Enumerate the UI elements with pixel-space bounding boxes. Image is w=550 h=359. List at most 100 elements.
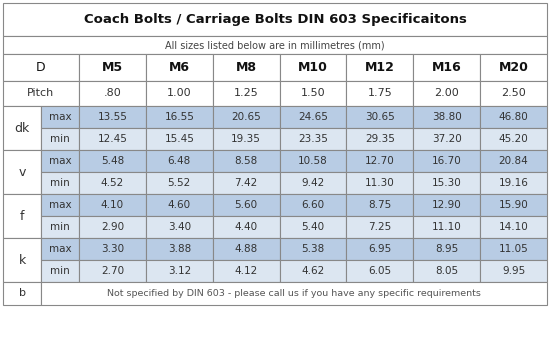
Bar bbox=[146, 81, 213, 106]
Bar bbox=[146, 106, 213, 128]
Text: 4.52: 4.52 bbox=[101, 178, 124, 188]
Bar bbox=[79, 260, 146, 282]
Text: 11.30: 11.30 bbox=[365, 178, 395, 188]
Text: 12.45: 12.45 bbox=[97, 134, 128, 144]
Bar bbox=[279, 150, 346, 172]
Bar bbox=[79, 128, 146, 150]
Text: min: min bbox=[50, 178, 70, 188]
Bar bbox=[279, 106, 346, 128]
Text: 6.60: 6.60 bbox=[301, 200, 324, 210]
Bar bbox=[41, 260, 79, 282]
Bar bbox=[41, 150, 79, 172]
Text: 15.45: 15.45 bbox=[164, 134, 194, 144]
Bar bbox=[346, 54, 413, 81]
Bar bbox=[213, 260, 279, 282]
Bar bbox=[346, 260, 413, 282]
Bar bbox=[146, 54, 213, 81]
Text: 6.05: 6.05 bbox=[368, 266, 392, 276]
Bar bbox=[413, 216, 480, 238]
Bar bbox=[413, 194, 480, 216]
Text: 11.05: 11.05 bbox=[499, 244, 529, 254]
Bar bbox=[3, 194, 41, 238]
Bar bbox=[213, 81, 279, 106]
Text: 8.95: 8.95 bbox=[435, 244, 458, 254]
Bar bbox=[413, 128, 480, 150]
Text: 19.16: 19.16 bbox=[499, 178, 529, 188]
Bar bbox=[79, 81, 146, 106]
Bar bbox=[3, 3, 547, 36]
Text: 8.58: 8.58 bbox=[234, 156, 258, 166]
Bar bbox=[413, 238, 480, 260]
Bar bbox=[213, 106, 279, 128]
Text: 23.35: 23.35 bbox=[298, 134, 328, 144]
Text: v: v bbox=[18, 165, 26, 178]
Text: 7.42: 7.42 bbox=[234, 178, 258, 188]
Bar bbox=[41, 216, 79, 238]
Bar bbox=[213, 54, 279, 81]
Text: k: k bbox=[18, 253, 26, 266]
Text: max: max bbox=[49, 156, 72, 166]
Text: 29.35: 29.35 bbox=[365, 134, 395, 144]
Bar bbox=[279, 128, 346, 150]
Text: 19.35: 19.35 bbox=[231, 134, 261, 144]
Text: 4.62: 4.62 bbox=[301, 266, 324, 276]
Bar bbox=[79, 216, 146, 238]
Bar bbox=[480, 194, 547, 216]
Text: max: max bbox=[49, 244, 72, 254]
Bar bbox=[79, 106, 146, 128]
Bar bbox=[413, 81, 480, 106]
Text: 3.30: 3.30 bbox=[101, 244, 124, 254]
Bar bbox=[279, 194, 346, 216]
Bar bbox=[480, 128, 547, 150]
Text: M12: M12 bbox=[365, 61, 395, 74]
Text: 46.80: 46.80 bbox=[499, 112, 529, 122]
Bar bbox=[146, 128, 213, 150]
Bar bbox=[79, 54, 146, 81]
Text: 9.42: 9.42 bbox=[301, 178, 324, 188]
Bar bbox=[213, 172, 279, 194]
Text: .80: .80 bbox=[103, 89, 122, 98]
Bar bbox=[279, 54, 346, 81]
Text: 30.65: 30.65 bbox=[365, 112, 395, 122]
Bar bbox=[146, 194, 213, 216]
Text: 1.25: 1.25 bbox=[234, 89, 258, 98]
Text: 45.20: 45.20 bbox=[499, 134, 529, 144]
Bar bbox=[279, 260, 346, 282]
Text: D: D bbox=[36, 61, 46, 74]
Text: 1.00: 1.00 bbox=[167, 89, 191, 98]
Bar bbox=[41, 172, 79, 194]
Bar bbox=[480, 81, 547, 106]
Text: 5.38: 5.38 bbox=[301, 244, 324, 254]
Bar bbox=[3, 282, 41, 305]
Text: 12.70: 12.70 bbox=[365, 156, 395, 166]
Text: 8.05: 8.05 bbox=[435, 266, 458, 276]
Bar bbox=[41, 282, 547, 305]
Text: 4.88: 4.88 bbox=[234, 244, 258, 254]
Bar bbox=[480, 260, 547, 282]
Bar bbox=[413, 260, 480, 282]
Text: 4.12: 4.12 bbox=[234, 266, 258, 276]
Bar bbox=[480, 54, 547, 81]
Bar bbox=[346, 106, 413, 128]
Text: 16.55: 16.55 bbox=[164, 112, 194, 122]
Text: 3.40: 3.40 bbox=[168, 222, 191, 232]
Text: M5: M5 bbox=[102, 61, 123, 74]
Bar bbox=[41, 106, 79, 128]
Text: All sizes listed below are in millimetres (mm): All sizes listed below are in millimetre… bbox=[165, 40, 385, 50]
Text: M8: M8 bbox=[235, 61, 257, 74]
Bar bbox=[146, 216, 213, 238]
Bar bbox=[146, 150, 213, 172]
Text: max: max bbox=[49, 200, 72, 210]
Text: 4.40: 4.40 bbox=[235, 222, 258, 232]
Text: 3.12: 3.12 bbox=[168, 266, 191, 276]
Bar bbox=[346, 81, 413, 106]
Bar bbox=[279, 216, 346, 238]
Bar bbox=[79, 238, 146, 260]
Text: 1.75: 1.75 bbox=[367, 89, 392, 98]
Bar bbox=[480, 238, 547, 260]
Bar bbox=[3, 238, 41, 282]
Text: 5.40: 5.40 bbox=[301, 222, 324, 232]
Bar bbox=[413, 54, 480, 81]
Text: Not specified by DIN 603 - please call us if you have any specific requirements: Not specified by DIN 603 - please call u… bbox=[107, 289, 481, 298]
Bar bbox=[41, 128, 79, 150]
